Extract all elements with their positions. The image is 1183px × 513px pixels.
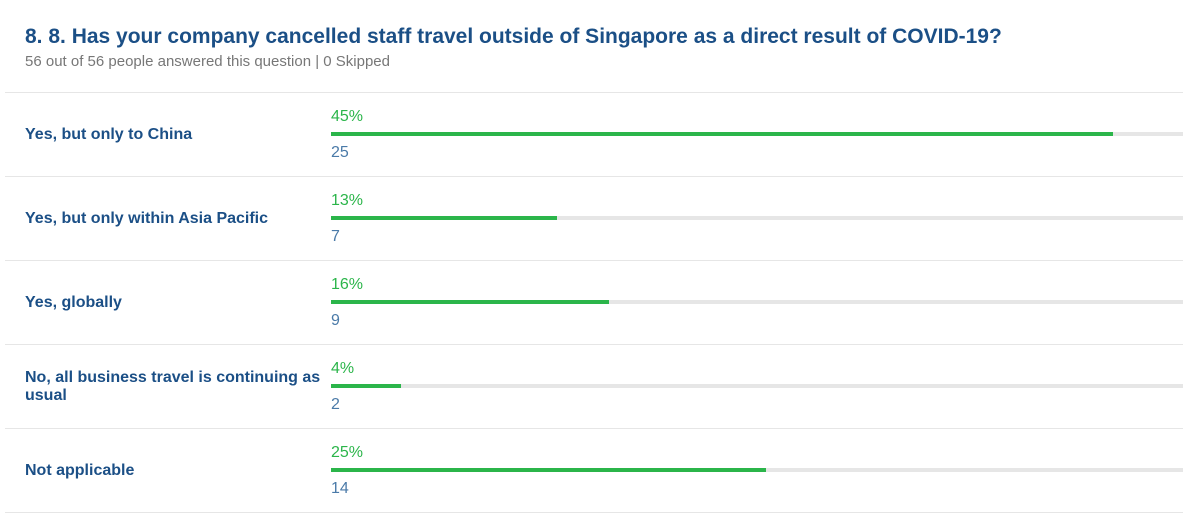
response-count: 9	[331, 312, 340, 329]
response-count: 14	[331, 480, 349, 497]
bar	[331, 132, 1114, 136]
percent-label: 4%	[331, 360, 355, 377]
response-count: 2	[331, 396, 340, 413]
percent-label: 16%	[331, 276, 364, 293]
question-title: 8. 8. Has your company cancelled staff t…	[25, 25, 1002, 48]
percent-label: 45%	[331, 108, 364, 125]
bar	[331, 384, 401, 388]
bar	[331, 468, 766, 472]
answer-row: Yes, but only within Asia Pacific 13% 7	[5, 176, 1183, 260]
answer-row: Yes, globally 16% 9	[5, 260, 1183, 344]
bar	[331, 300, 610, 304]
bar-track	[331, 300, 1183, 304]
bar	[331, 216, 558, 220]
percent-label: 25%	[331, 444, 364, 461]
answer-label: Yes, but only within Asia Pacific	[25, 209, 269, 227]
answer-row: Yes, but only to China 45% 25	[5, 92, 1183, 176]
response-count: 7	[331, 228, 340, 245]
answer-label: No, all business travel is continuing as…	[25, 368, 321, 404]
answer-row: Not applicable 25% 14	[5, 428, 1183, 513]
answer-row: No, all business travel is continuing as…	[5, 344, 1183, 428]
bar-track	[331, 384, 1183, 388]
response-count: 25	[331, 144, 349, 161]
bar-track	[331, 216, 1183, 220]
answer-label: Yes, but only to China	[25, 125, 193, 143]
percent-label: 13%	[331, 192, 364, 209]
answer-label: Not applicable	[25, 461, 135, 479]
answer-label: Yes, globally	[25, 293, 122, 311]
question-subtitle: 56 out of 56 people answered this questi…	[25, 53, 390, 70]
